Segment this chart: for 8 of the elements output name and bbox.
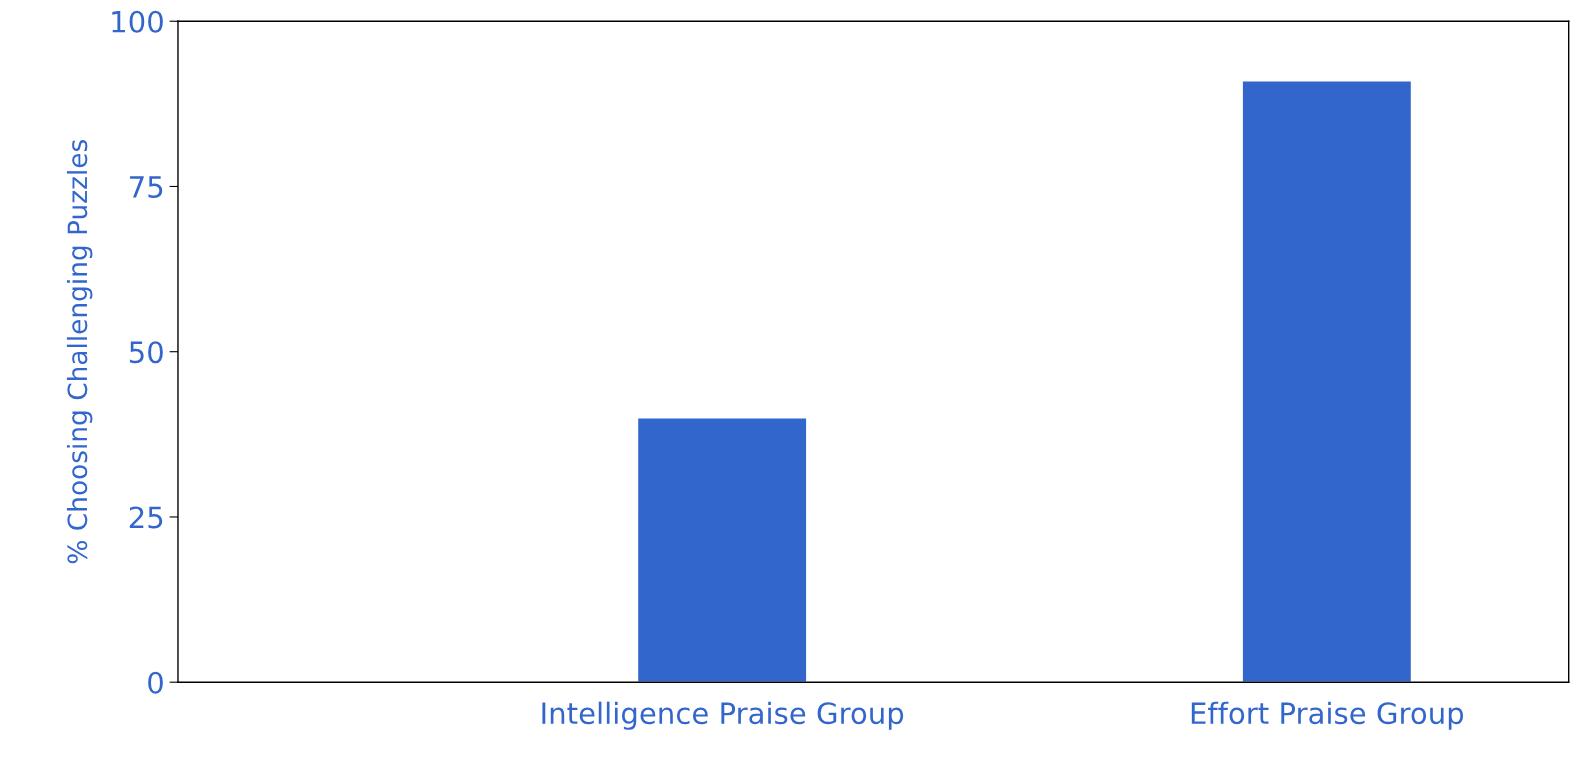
y-tick-label: 50 bbox=[129, 341, 163, 364]
x-tick-label: Intelligence Praise Group bbox=[542, 701, 904, 730]
y-tick-label: 25 bbox=[129, 506, 163, 529]
y-tick-label: 100 bbox=[112, 10, 163, 33]
x-tick-label: Effort Praise Group bbox=[1191, 701, 1464, 730]
y-tick-label: 75 bbox=[130, 176, 163, 198]
y-axis-title: % Choosing Challenging Puzzles bbox=[66, 140, 93, 564]
y-tick-label: 0 bbox=[148, 671, 163, 694]
